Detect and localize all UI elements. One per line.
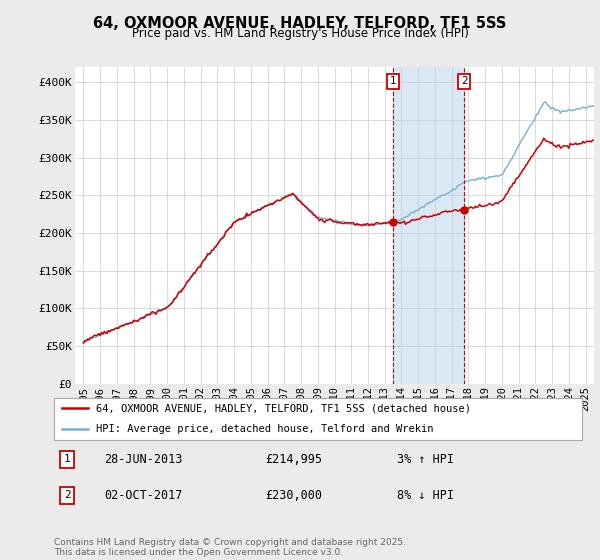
Text: 3% ↑ HPI: 3% ↑ HPI [397,453,454,466]
Text: 64, OXMOOR AVENUE, HADLEY, TELFORD, TF1 5SS: 64, OXMOOR AVENUE, HADLEY, TELFORD, TF1 … [94,16,506,31]
Bar [393,67,464,384]
Text: 1: 1 [389,76,396,86]
Text: 1: 1 [64,454,71,464]
Text: 02-OCT-2017: 02-OCT-2017 [104,489,182,502]
Text: 64, OXMOOR AVENUE, HADLEY, TELFORD, TF1 5SS (detached house): 64, OXMOOR AVENUE, HADLEY, TELFORD, TF1 … [96,403,471,413]
Text: 28-JUN-2013: 28-JUN-2013 [104,453,182,466]
Text: Price paid vs. HM Land Registry's House Price Index (HPI): Price paid vs. HM Land Registry's House … [131,27,469,40]
Text: 8% ↓ HPI: 8% ↓ HPI [397,489,454,502]
Text: 2: 2 [461,76,467,86]
Text: £230,000: £230,000 [265,489,322,502]
Text: 2: 2 [64,491,71,501]
Text: Contains HM Land Registry data © Crown copyright and database right 2025.
This d: Contains HM Land Registry data © Crown c… [54,538,406,557]
Text: HPI: Average price, detached house, Telford and Wrekin: HPI: Average price, detached house, Telf… [96,424,434,434]
Text: £214,995: £214,995 [265,453,322,466]
